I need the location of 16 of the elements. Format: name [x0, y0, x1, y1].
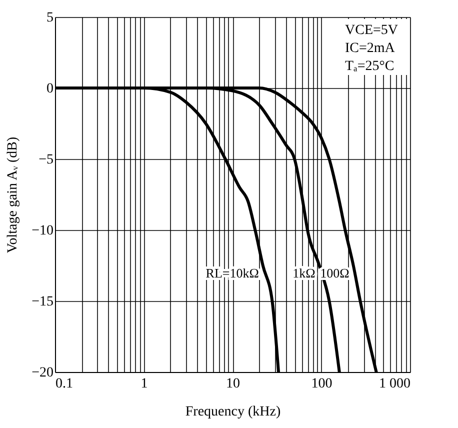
x-tick-label: 0.1: [56, 376, 73, 392]
x-tick-label: 1 000: [379, 376, 410, 392]
annotation: IC=2mA: [345, 41, 396, 56]
y-tick-label: −5: [38, 152, 54, 168]
y-axis-title: Voltage gain Aᵥ (dB): [6, 136, 21, 254]
y-tick-label: −20: [32, 366, 54, 380]
x-axis-title: Frequency (kHz): [185, 404, 281, 420]
x-tick-label: 100: [311, 376, 332, 392]
y-tick-label: 5: [46, 10, 54, 26]
annotation: Tₐ=25°C: [345, 59, 394, 74]
y-tick-label: 0: [46, 82, 54, 96]
y-tick-label: −10: [32, 224, 54, 238]
annotation: VCE=5V: [345, 23, 398, 38]
y-tick-label: −15: [32, 294, 54, 310]
x-tick-label: 10: [226, 376, 240, 392]
x-tick-label: 1: [140, 376, 148, 392]
